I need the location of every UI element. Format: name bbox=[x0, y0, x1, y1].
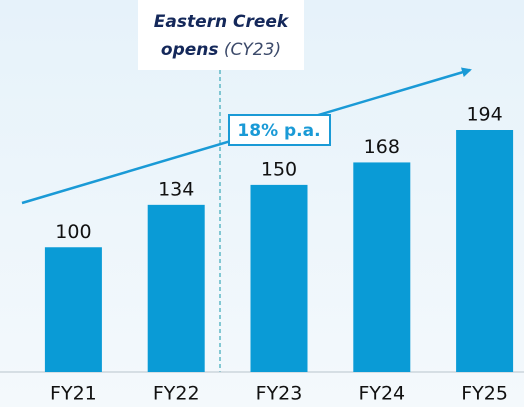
annotation-box bbox=[138, 0, 304, 70]
x-tick-label: FY23 bbox=[256, 383, 303, 405]
growth-label: 18% p.a. bbox=[237, 121, 320, 141]
bar bbox=[44, 247, 102, 372]
bar bbox=[353, 162, 411, 372]
x-tick-label: FY21 bbox=[50, 383, 97, 405]
x-tick-label: FY22 bbox=[153, 383, 200, 405]
growth-box bbox=[228, 114, 331, 146]
data-label: 100 bbox=[55, 221, 91, 243]
annotation-text: opens bbox=[161, 40, 219, 60]
annotation-text: (CY23) bbox=[224, 40, 281, 60]
data-label: 194 bbox=[466, 104, 502, 126]
x-tick-label: FY25 bbox=[461, 383, 508, 405]
x-tick-label: FY24 bbox=[358, 383, 405, 405]
data-label: 150 bbox=[261, 158, 297, 180]
annotation-text: opens (CY23) bbox=[161, 40, 281, 60]
data-label: 134 bbox=[158, 178, 194, 200]
data-label: 168 bbox=[364, 136, 400, 158]
annotation-text: Eastern Creek bbox=[154, 12, 290, 32]
bar bbox=[250, 184, 308, 372]
bar bbox=[456, 130, 514, 372]
bar bbox=[147, 204, 205, 372]
